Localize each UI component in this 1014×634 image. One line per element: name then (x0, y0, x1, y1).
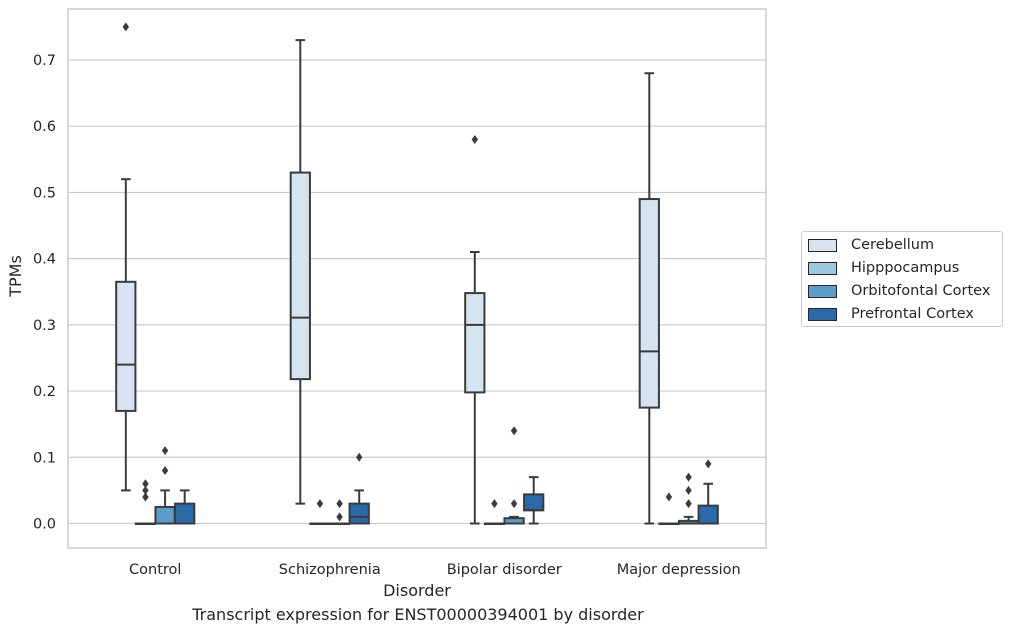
boxes (115, 22, 719, 525)
legend-item-hippocampus: Hipppocampus (808, 258, 959, 278)
box-major-depression-cerebellum-iqr (638, 198, 660, 409)
legend-item-orbitofrontal-cortex: Orbitofontal Cortex (808, 281, 990, 301)
box-bipolar-disorder-orbitofontal-cortex-outlier-1 (510, 499, 518, 509)
y-tick-label-0-1: 0.1 (33, 450, 56, 466)
y-tick-labels: 0.0 0.1 0.2 0.3 0.4 0.5 0.6 0.7 (33, 53, 56, 533)
box-control-hipppocampus-outlier-3 (142, 479, 149, 489)
box-control-hipppocampus (134, 479, 157, 525)
legend-label-cerebellum: Cerebellum (851, 237, 935, 253)
box-major-depression-prefrontal-cortex-outlier-1 (704, 459, 712, 469)
x-tick-label-control: Control (129, 562, 181, 578)
box-control-cerebellum (115, 22, 137, 492)
box-major-depression-orbitofontal-cortex-outlier-2 (685, 485, 692, 495)
legend-label-orbitofrontal-cortex: Orbitofontal Cortex (851, 283, 991, 299)
box-major-depression-orbitofontal-cortex-outlier-3 (685, 472, 692, 482)
box-major-depression-orbitofontal-cortex-outlier-1 (685, 499, 692, 509)
box-schizophrenia-cerebellum (289, 39, 311, 505)
x-tick-label-major-depression: Major depression (617, 562, 741, 578)
y-tick-label-0-4: 0.4 (33, 252, 56, 268)
box-schizophrenia-hipppocampus (309, 499, 331, 525)
box-control-prefrontal-cortex (174, 489, 196, 525)
box-control-orbitofontal-cortex-iqr (154, 505, 176, 525)
box-bipolar-disorder-cerebellum-outlier-1 (471, 134, 479, 144)
box-bipolar-disorder-prefrontal-cortex-iqr (523, 493, 545, 512)
box-bipolar-disorder-cerebellum (464, 134, 486, 525)
box-control-orbitofontal-cortex-outlier-2 (161, 446, 169, 456)
box-bipolar-disorder-hipppocampus (483, 499, 506, 525)
box-schizophrenia-prefrontal-cortex-iqr (348, 502, 370, 525)
legend-swatch-cerebellum (808, 238, 837, 252)
box-control-hipppocampus-outlier-1 (142, 492, 149, 502)
x-tick-labels: Control Schizophrenia Bipolar disorder Majo… (129, 562, 741, 578)
box-schizophrenia-orbitofontal-cortex-outlier-2 (336, 499, 343, 509)
figure-caption: Transcript expression for ENST0000039400… (192, 605, 644, 624)
y-tick-label-0-5: 0.5 (33, 185, 56, 201)
box-control-cerebellum-iqr (115, 280, 137, 412)
box-control-cerebellum-outlier-1 (122, 22, 130, 32)
box-control-hipppocampus-outlier-2 (142, 485, 149, 495)
box-schizophrenia-prefrontal-cortex (348, 452, 370, 525)
legend-swatch-hippocampus (808, 261, 837, 275)
x-tick-label-bipolar-disorder: Bipolar disorder (447, 562, 562, 578)
plot-area (67, 8, 767, 549)
box-schizophrenia-hipppocampus-outlier-1 (316, 499, 324, 509)
legend-label-hippocampus: Hipppocampus (851, 260, 960, 276)
legend-item-cerebellum: Cerebellum (808, 235, 934, 255)
legend-swatch-orbitofrontal-cortex (808, 284, 837, 298)
y-tick-label-0-7: 0.7 (33, 53, 56, 69)
box-control-prefrontal-cortex-iqr (174, 502, 196, 525)
y-tick-label-0-6: 0.6 (33, 119, 56, 135)
box-bipolar-disorder-orbitofontal-cortex-outlier-2 (510, 426, 518, 436)
y-tick-label-0-0: 0.0 (33, 517, 56, 533)
y-axis-label: TPMs (6, 255, 25, 298)
box-bipolar-disorder-cerebellum-iqr (464, 292, 486, 394)
legend-item-prefrontal-cortex: Prefrontal Cortex (808, 304, 974, 324)
box-bipolar-disorder-hipppocampus-outlier-1 (491, 499, 498, 509)
box-control-orbitofontal-cortex (154, 446, 176, 525)
box-bipolar-disorder-orbitofontal-cortex (503, 426, 525, 525)
legend-swatch-prefrontal-cortex (808, 307, 837, 321)
y-tick-label-0-2: 0.2 (33, 384, 56, 400)
box-schizophrenia-cerebellum-iqr (289, 171, 311, 381)
legend: Cerebellum Hipppocampus Orbitofontal Cor… (801, 231, 1003, 327)
box-major-depression-cerebellum (638, 72, 660, 525)
y-tick-label-0-3: 0.3 (33, 318, 56, 334)
x-axis-label: Disorder (383, 581, 451, 600)
box-bipolar-disorder-prefrontal-cortex (523, 476, 545, 525)
legend-label-prefrontal-cortex: Prefrontal Cortex (851, 306, 974, 322)
box-schizophrenia-prefrontal-cortex-outlier-1 (355, 452, 363, 462)
box-control-orbitofontal-cortex-outlier-1 (161, 466, 169, 476)
box-major-depression-hipppocampus-outlier-1 (665, 492, 673, 502)
box-schizophrenia-orbitofontal-cortex-outlier-1 (336, 512, 343, 522)
box-major-depression-prefrontal-cortex (697, 459, 719, 525)
x-tick-label-schizophrenia: Schizophrenia (279, 562, 381, 578)
box-major-depression-prefrontal-cortex-iqr (697, 504, 719, 525)
